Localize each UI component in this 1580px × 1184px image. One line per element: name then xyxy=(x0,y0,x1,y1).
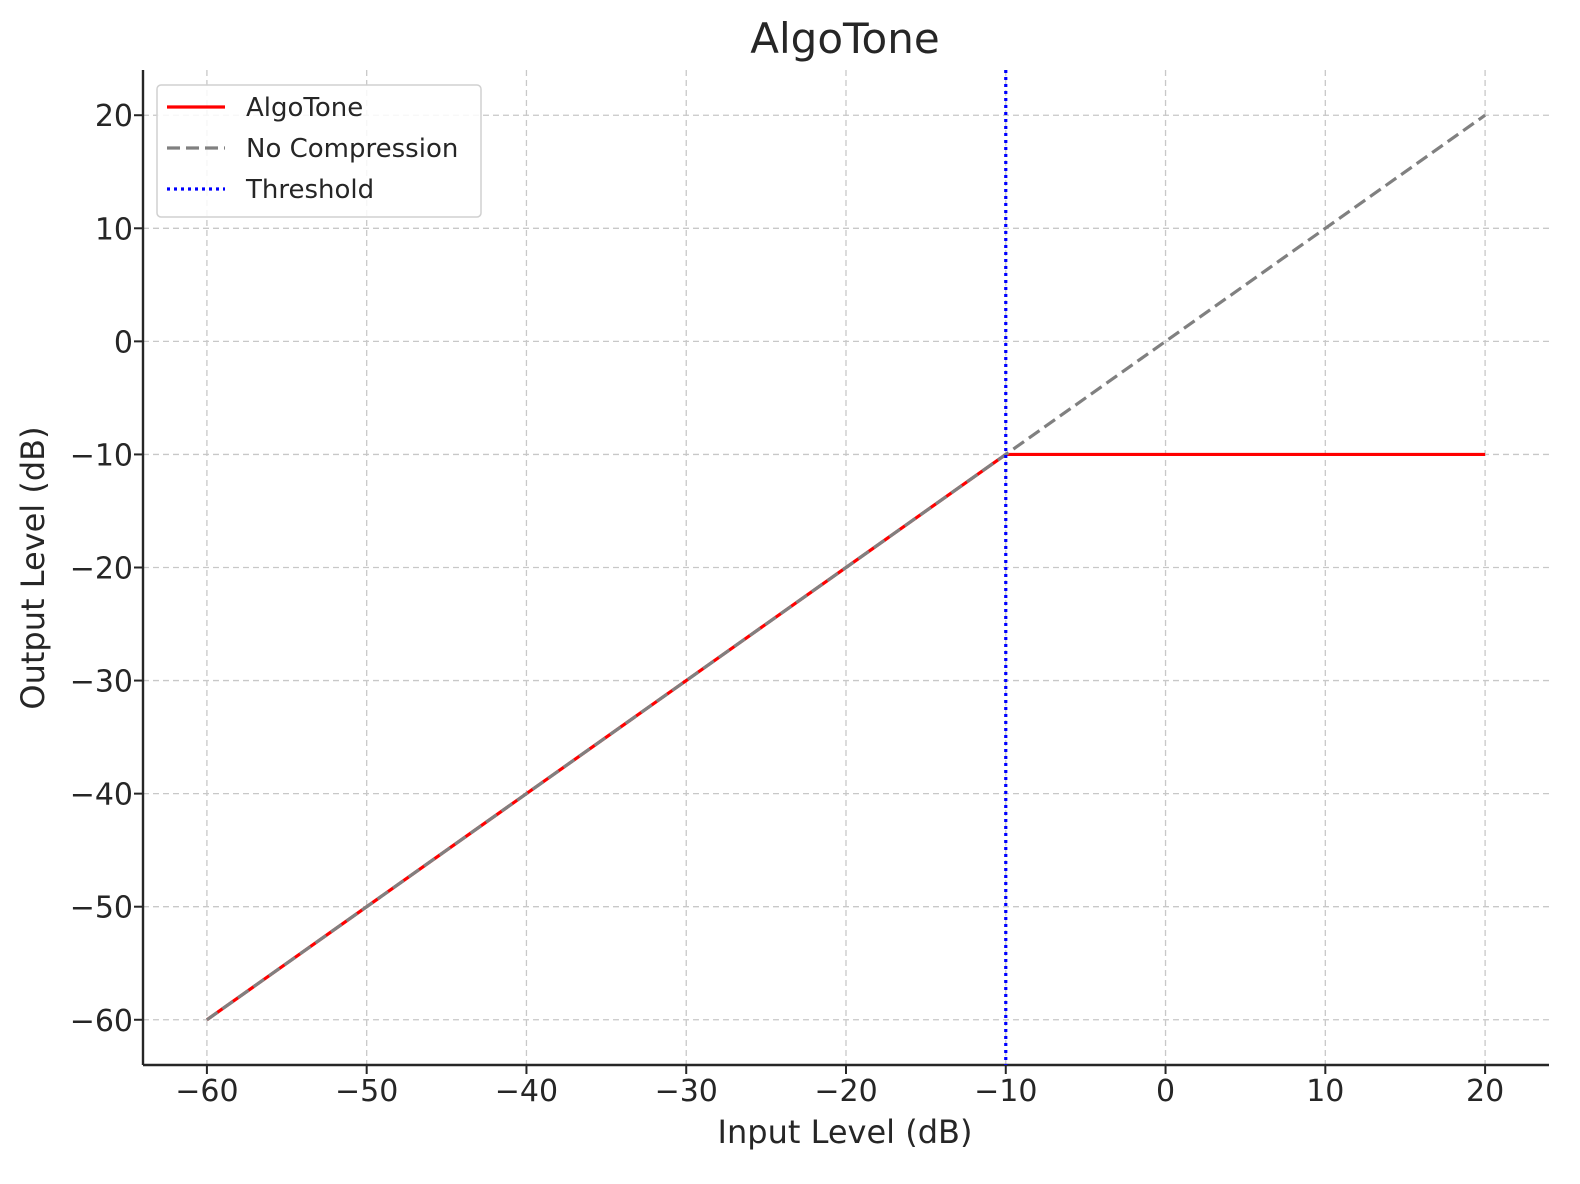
x-tick-label: −50 xyxy=(335,1074,398,1109)
x-tick-label: 20 xyxy=(1466,1074,1504,1109)
x-tick-label: −20 xyxy=(814,1074,877,1109)
y-tick-label: −20 xyxy=(70,552,133,587)
x-tick-label: −10 xyxy=(974,1074,1037,1109)
x-tick-label: −60 xyxy=(175,1074,238,1109)
y-tick-label: 20 xyxy=(95,99,133,134)
legend: AlgoTone No Compression Threshold xyxy=(156,84,482,218)
y-axis-label: Output Level (dB) xyxy=(14,426,52,709)
series-layer xyxy=(205,70,1487,1065)
y-tick-label: −10 xyxy=(70,438,133,473)
y-tick-label: 0 xyxy=(114,325,133,360)
legend-label: No Compression xyxy=(246,134,458,164)
grid xyxy=(143,70,1549,1065)
x-tick-label: −40 xyxy=(495,1074,558,1109)
x-tick-label: 10 xyxy=(1306,1074,1344,1109)
legend-label: Threshold xyxy=(245,175,374,205)
y-tick-label: −50 xyxy=(70,891,133,926)
y-tick-label: 10 xyxy=(95,212,133,247)
chart-title: AlgoTone xyxy=(750,14,939,63)
legend-label: AlgoTone xyxy=(246,93,363,123)
legend-box xyxy=(156,84,482,218)
x-tick-label: −30 xyxy=(655,1074,718,1109)
x-tick-label: 0 xyxy=(1156,1074,1175,1109)
y-tick-label: −30 xyxy=(70,665,133,700)
y-tick-label: −60 xyxy=(70,1004,133,1039)
ticks: −60 −50 −40 −30 −20 −10 0 10 20 −60 −50 −40 −30 −20 −1… xyxy=(70,99,1504,1109)
x-axis-label: Input Level (dB) xyxy=(718,1113,973,1151)
y-tick-label: −40 xyxy=(70,778,133,813)
series-line-no-compression xyxy=(205,113,1487,1022)
